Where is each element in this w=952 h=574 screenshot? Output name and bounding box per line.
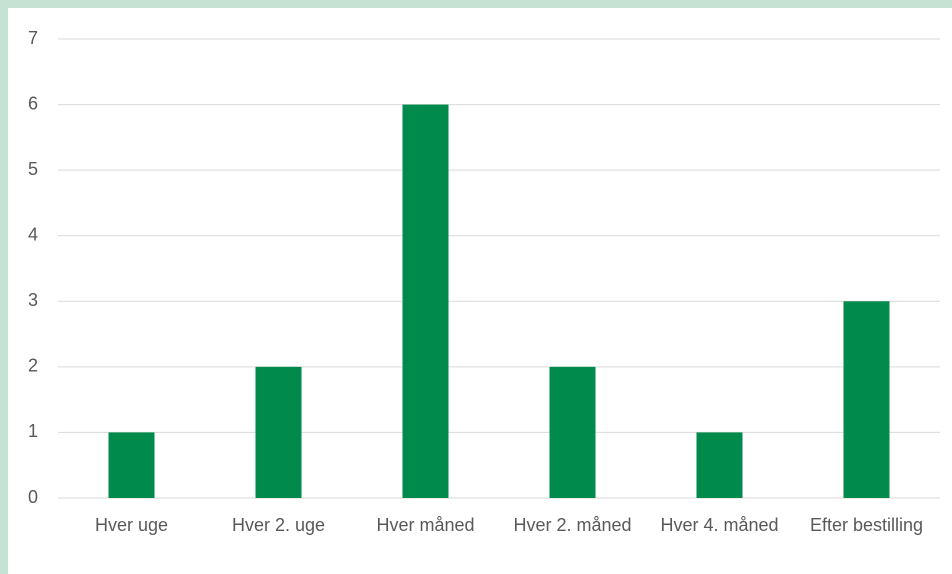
y-tick-label: 7 [28,28,38,48]
y-tick-label: 1 [28,421,38,441]
x-tick-label-box: Hver 2. måned [513,515,632,535]
x-tick-label-box: Hver 2. uge [231,515,326,535]
x-tick-label-box: Hver 4. måned [660,515,779,535]
x-tick-label-box: Hver uge [94,515,169,535]
y-tick-label: 3 [28,290,38,310]
x-tick-label: Hver uge [94,515,169,535]
x-tick-label-box: Hver måned [376,515,475,535]
bar [843,301,890,498]
y-tick-label: 0 [28,487,38,507]
x-tick-label: Hver 2. måned [513,515,632,535]
x-tick-label-box: Efter bestilling [809,515,924,535]
bar [255,366,302,498]
bar [108,432,155,498]
bar [549,366,596,498]
y-tick-label: 4 [28,224,38,244]
y-tick-label: 6 [28,93,38,113]
y-tick-label: 2 [28,356,38,376]
x-tick-label: Hver måned [376,515,475,535]
y-tick-label: 5 [28,159,38,179]
x-tick-label: Hver 4. måned [660,515,779,535]
bar [696,432,743,498]
x-tick-label: Efter bestilling [809,515,924,535]
x-tick-label: Hver 2. uge [231,515,326,535]
chart-frame [8,8,952,574]
bar [402,104,449,499]
